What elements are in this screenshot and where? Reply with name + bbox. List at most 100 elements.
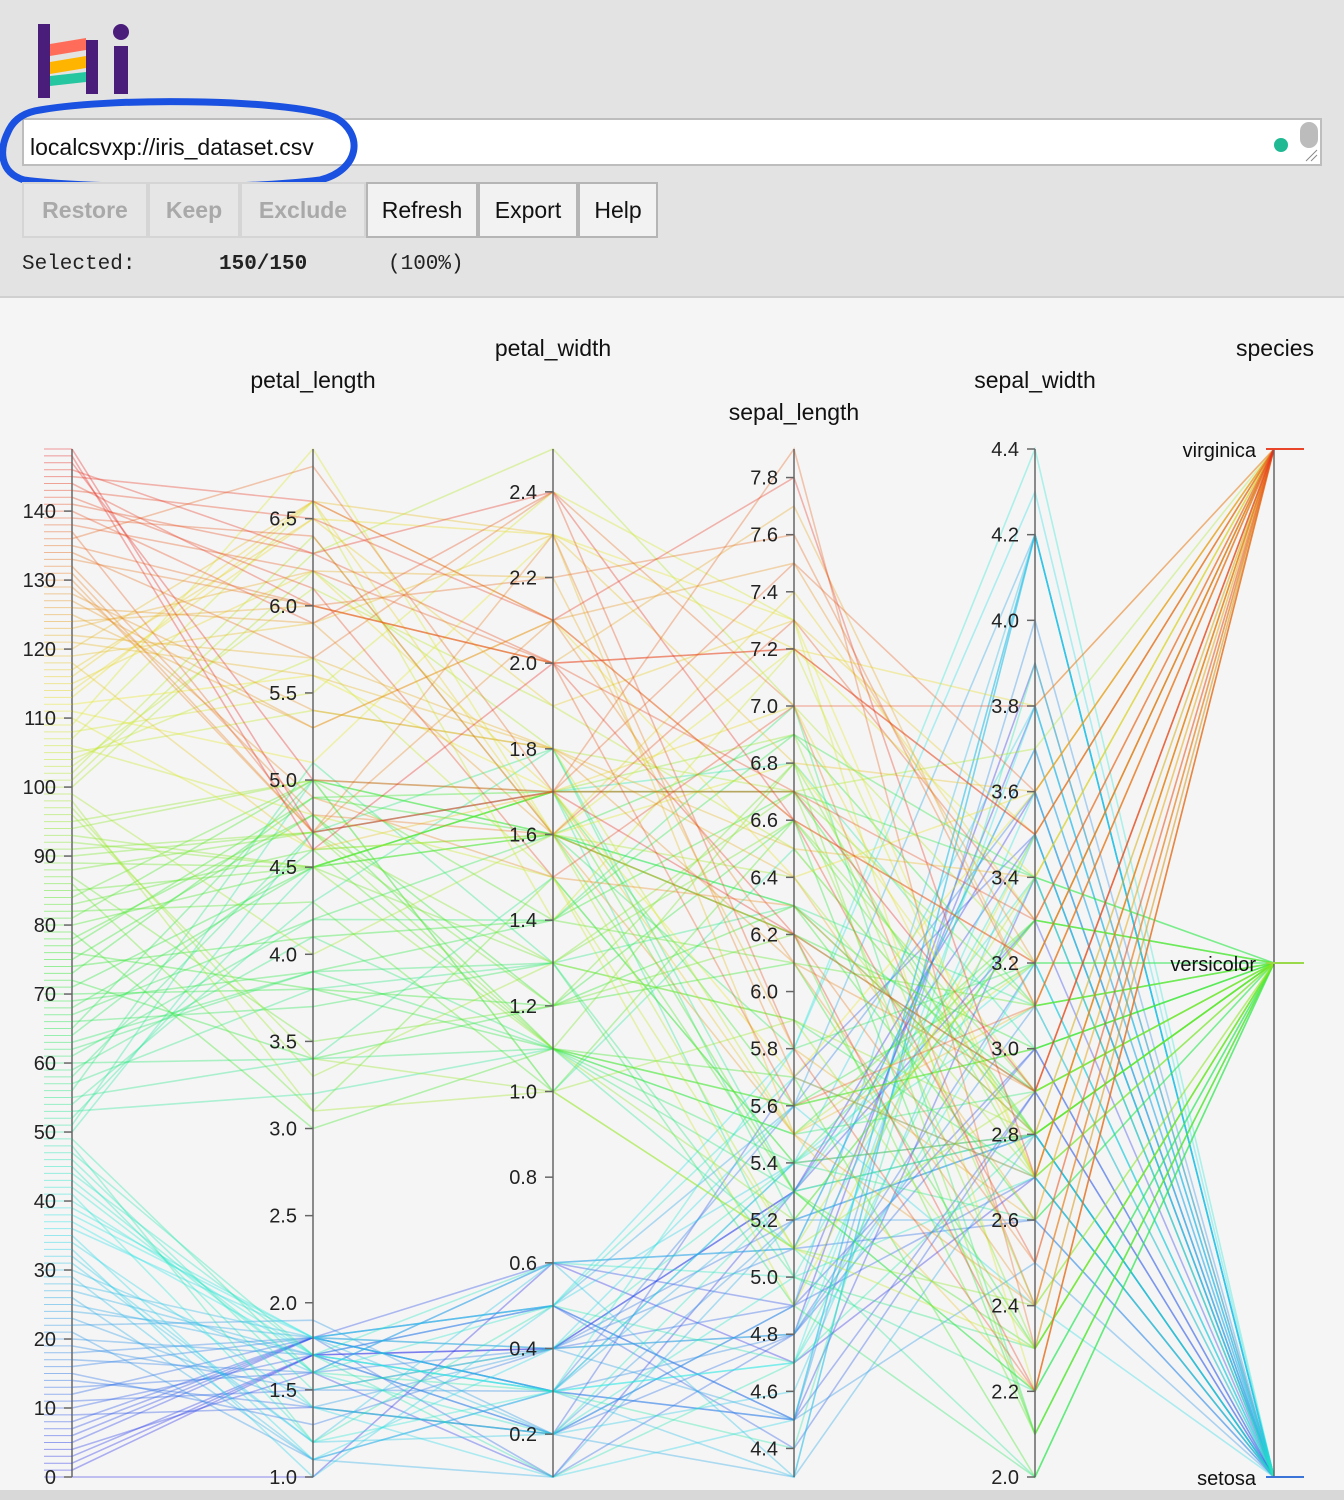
data-line-versicolor[interactable] [71, 790, 1275, 1107]
data-line-versicolor[interactable] [71, 833, 1275, 1437]
data-line-setosa[interactable] [71, 703, 1275, 1478]
axis-sepal_width[interactable]: sepal_width 2.0 2.2 2.4 2.6 2.8 3.0 3.2 3.4 3.6 3.… [974, 367, 1095, 1489]
data-line-versicolor[interactable] [71, 762, 1275, 1133]
data-line-virginica[interactable] [71, 448, 1275, 879]
data-line-versicolor[interactable] [71, 962, 1274, 1107]
data-line-versicolor[interactable] [71, 819, 1275, 1093]
data-line-virginica[interactable] [71, 448, 1275, 1180]
data-line-setosa[interactable] [71, 746, 1275, 1478]
data-line-setosa[interactable] [71, 961, 1275, 1478]
data-line-virginica[interactable] [71, 448, 1275, 922]
data-line-versicolor[interactable] [71, 919, 1275, 1164]
axis-sepal_length[interactable]: sepal_length 4.4 4.6 4.8 5.0 5.2 5.4 5.6 5.8 6.0 6… [729, 399, 859, 1477]
data-line-setosa[interactable] [71, 832, 1275, 1478]
axis-title[interactable]: petal_length [250, 367, 375, 393]
data-line-setosa[interactable] [71, 1219, 1275, 1478]
data-line-setosa[interactable] [71, 832, 1275, 1478]
data-line-virginica[interactable] [71, 448, 1275, 1222]
data-line-versicolor[interactable] [71, 733, 1275, 1007]
data-line-versicolor[interactable] [71, 747, 1275, 1222]
data-line-versicolor[interactable] [71, 733, 1275, 1308]
data-line-virginica[interactable] [71, 448, 1275, 1008]
data-line-virginica[interactable] [71, 448, 1275, 1136]
data-line-setosa[interactable] [71, 789, 1275, 1478]
data-line-versicolor[interactable] [71, 747, 1275, 1393]
data-line-versicolor[interactable] [71, 800, 1275, 1250]
data-line-virginica[interactable] [71, 448, 1275, 793]
data-line-setosa[interactable] [71, 1176, 1275, 1478]
data-line-setosa[interactable] [71, 703, 1275, 1478]
parallel-coordinates-plot[interactable]: 0 10 20 30 40 50 60 70 80 90 100 110 120 130 140 petal_… [0, 298, 1344, 1490]
data-line-versicolor[interactable] [71, 813, 1275, 1136]
data-line-virginica[interactable] [71, 448, 1275, 707]
data-line-virginica[interactable] [71, 448, 1275, 965]
data-line-setosa[interactable] [71, 1004, 1275, 1478]
data-line-setosa[interactable] [71, 1133, 1275, 1478]
data-line-versicolor[interactable] [71, 761, 1275, 1092]
data-line-virginica[interactable] [71, 448, 1275, 1265]
data-line-versicolor[interactable] [71, 790, 1275, 1351]
data-line-setosa[interactable] [71, 832, 1275, 1478]
data-line-versicolor[interactable] [71, 790, 1275, 1136]
data-line-versicolor[interactable] [71, 790, 1275, 1007]
data-line-virginica[interactable] [71, 448, 1275, 1079]
data-line-virginica[interactable] [71, 448, 1275, 1309]
data-line-virginica[interactable] [71, 448, 1275, 1093]
data-line-versicolor[interactable] [71, 733, 1275, 1002]
data-line-setosa[interactable] [72, 1176, 1275, 1478]
data-line-versicolor[interactable] [71, 761, 1275, 1179]
data-line-versicolor[interactable] [71, 790, 1275, 1350]
restore-button[interactable]: Restore [22, 182, 148, 238]
data-line-setosa[interactable] [71, 1133, 1275, 1478]
data-line-setosa[interactable] [71, 703, 1275, 1479]
data-line-setosa[interactable] [71, 1076, 1275, 1478]
data-line-setosa[interactable] [71, 617, 1275, 1478]
data-line-setosa[interactable] [71, 1104, 1275, 1478]
data-line-versicolor[interactable] [71, 833, 1275, 1093]
data-line-versicolor[interactable] [71, 833, 1274, 1050]
data-line-setosa[interactable] [71, 875, 1275, 1478]
data-line-virginica[interactable] [71, 448, 1275, 1394]
data-line-virginica[interactable] [71, 448, 1275, 851]
axis-title[interactable]: petal_width [495, 335, 611, 361]
data-line-setosa[interactable] [71, 532, 1275, 1478]
data-line-setosa[interactable] [71, 961, 1275, 1478]
data-line-virginica[interactable] [71, 448, 1275, 1222]
axis-petal_width[interactable]: petal_width 0.2 0.4 0.6 0.8 1.0 1.2 1.4 1.6 1.8 2.… [495, 335, 611, 1477]
data-line-setosa[interactable] [71, 531, 1275, 1478]
data-line-setosa[interactable] [71, 790, 1275, 1478]
data-line-versicolor[interactable] [71, 962, 1275, 1479]
data-line-versicolor[interactable] [71, 848, 1275, 1107]
data-line-virginica[interactable] [71, 448, 1275, 1008]
data-line-virginica[interactable] [71, 448, 1275, 836]
data-line-setosa[interactable] [71, 1219, 1275, 1478]
data-line-versicolor[interactable] [71, 818, 1275, 1437]
data-line-virginica[interactable] [71, 448, 1275, 1093]
data-line-versicolor[interactable] [71, 790, 1275, 1009]
refresh-button[interactable]: Refresh [366, 182, 478, 238]
data-line-versicolor[interactable] [71, 761, 1275, 1437]
data-line-setosa[interactable] [71, 1047, 1275, 1478]
data-line-setosa[interactable] [71, 1090, 1275, 1478]
data-line-versicolor[interactable] [71, 790, 1275, 1393]
data-line-setosa[interactable] [71, 789, 1275, 1478]
data-line-versicolor[interactable] [71, 962, 1275, 1179]
data-line-virginica[interactable] [71, 448, 1275, 965]
data-line-setosa[interactable] [71, 1133, 1275, 1478]
axis-title[interactable]: species [1236, 335, 1314, 361]
data-line-versicolor[interactable] [71, 951, 1275, 1351]
data-line-virginica[interactable] [71, 448, 1275, 879]
data-line-setosa[interactable] [71, 1090, 1275, 1478]
data-line-versicolor[interactable] [71, 704, 1275, 1437]
data-line-versicolor[interactable] [71, 962, 1275, 1350]
data-line-virginica[interactable] [71, 448, 1275, 965]
data-line-setosa[interactable] [71, 1132, 1275, 1478]
data-line-virginica[interactable] [71, 448, 1275, 1094]
data-line-setosa[interactable] [71, 1133, 1275, 1478]
data-line-virginica[interactable] [71, 448, 1275, 1180]
exclude-button[interactable]: Exclude [240, 182, 366, 238]
data-source-input[interactable]: localcsvxp://iris_dataset.csv [22, 118, 1322, 166]
data-line-virginica[interactable] [71, 448, 1275, 793]
data-line-versicolor[interactable] [71, 936, 1275, 1193]
data-line-virginica[interactable] [71, 448, 1275, 1350]
